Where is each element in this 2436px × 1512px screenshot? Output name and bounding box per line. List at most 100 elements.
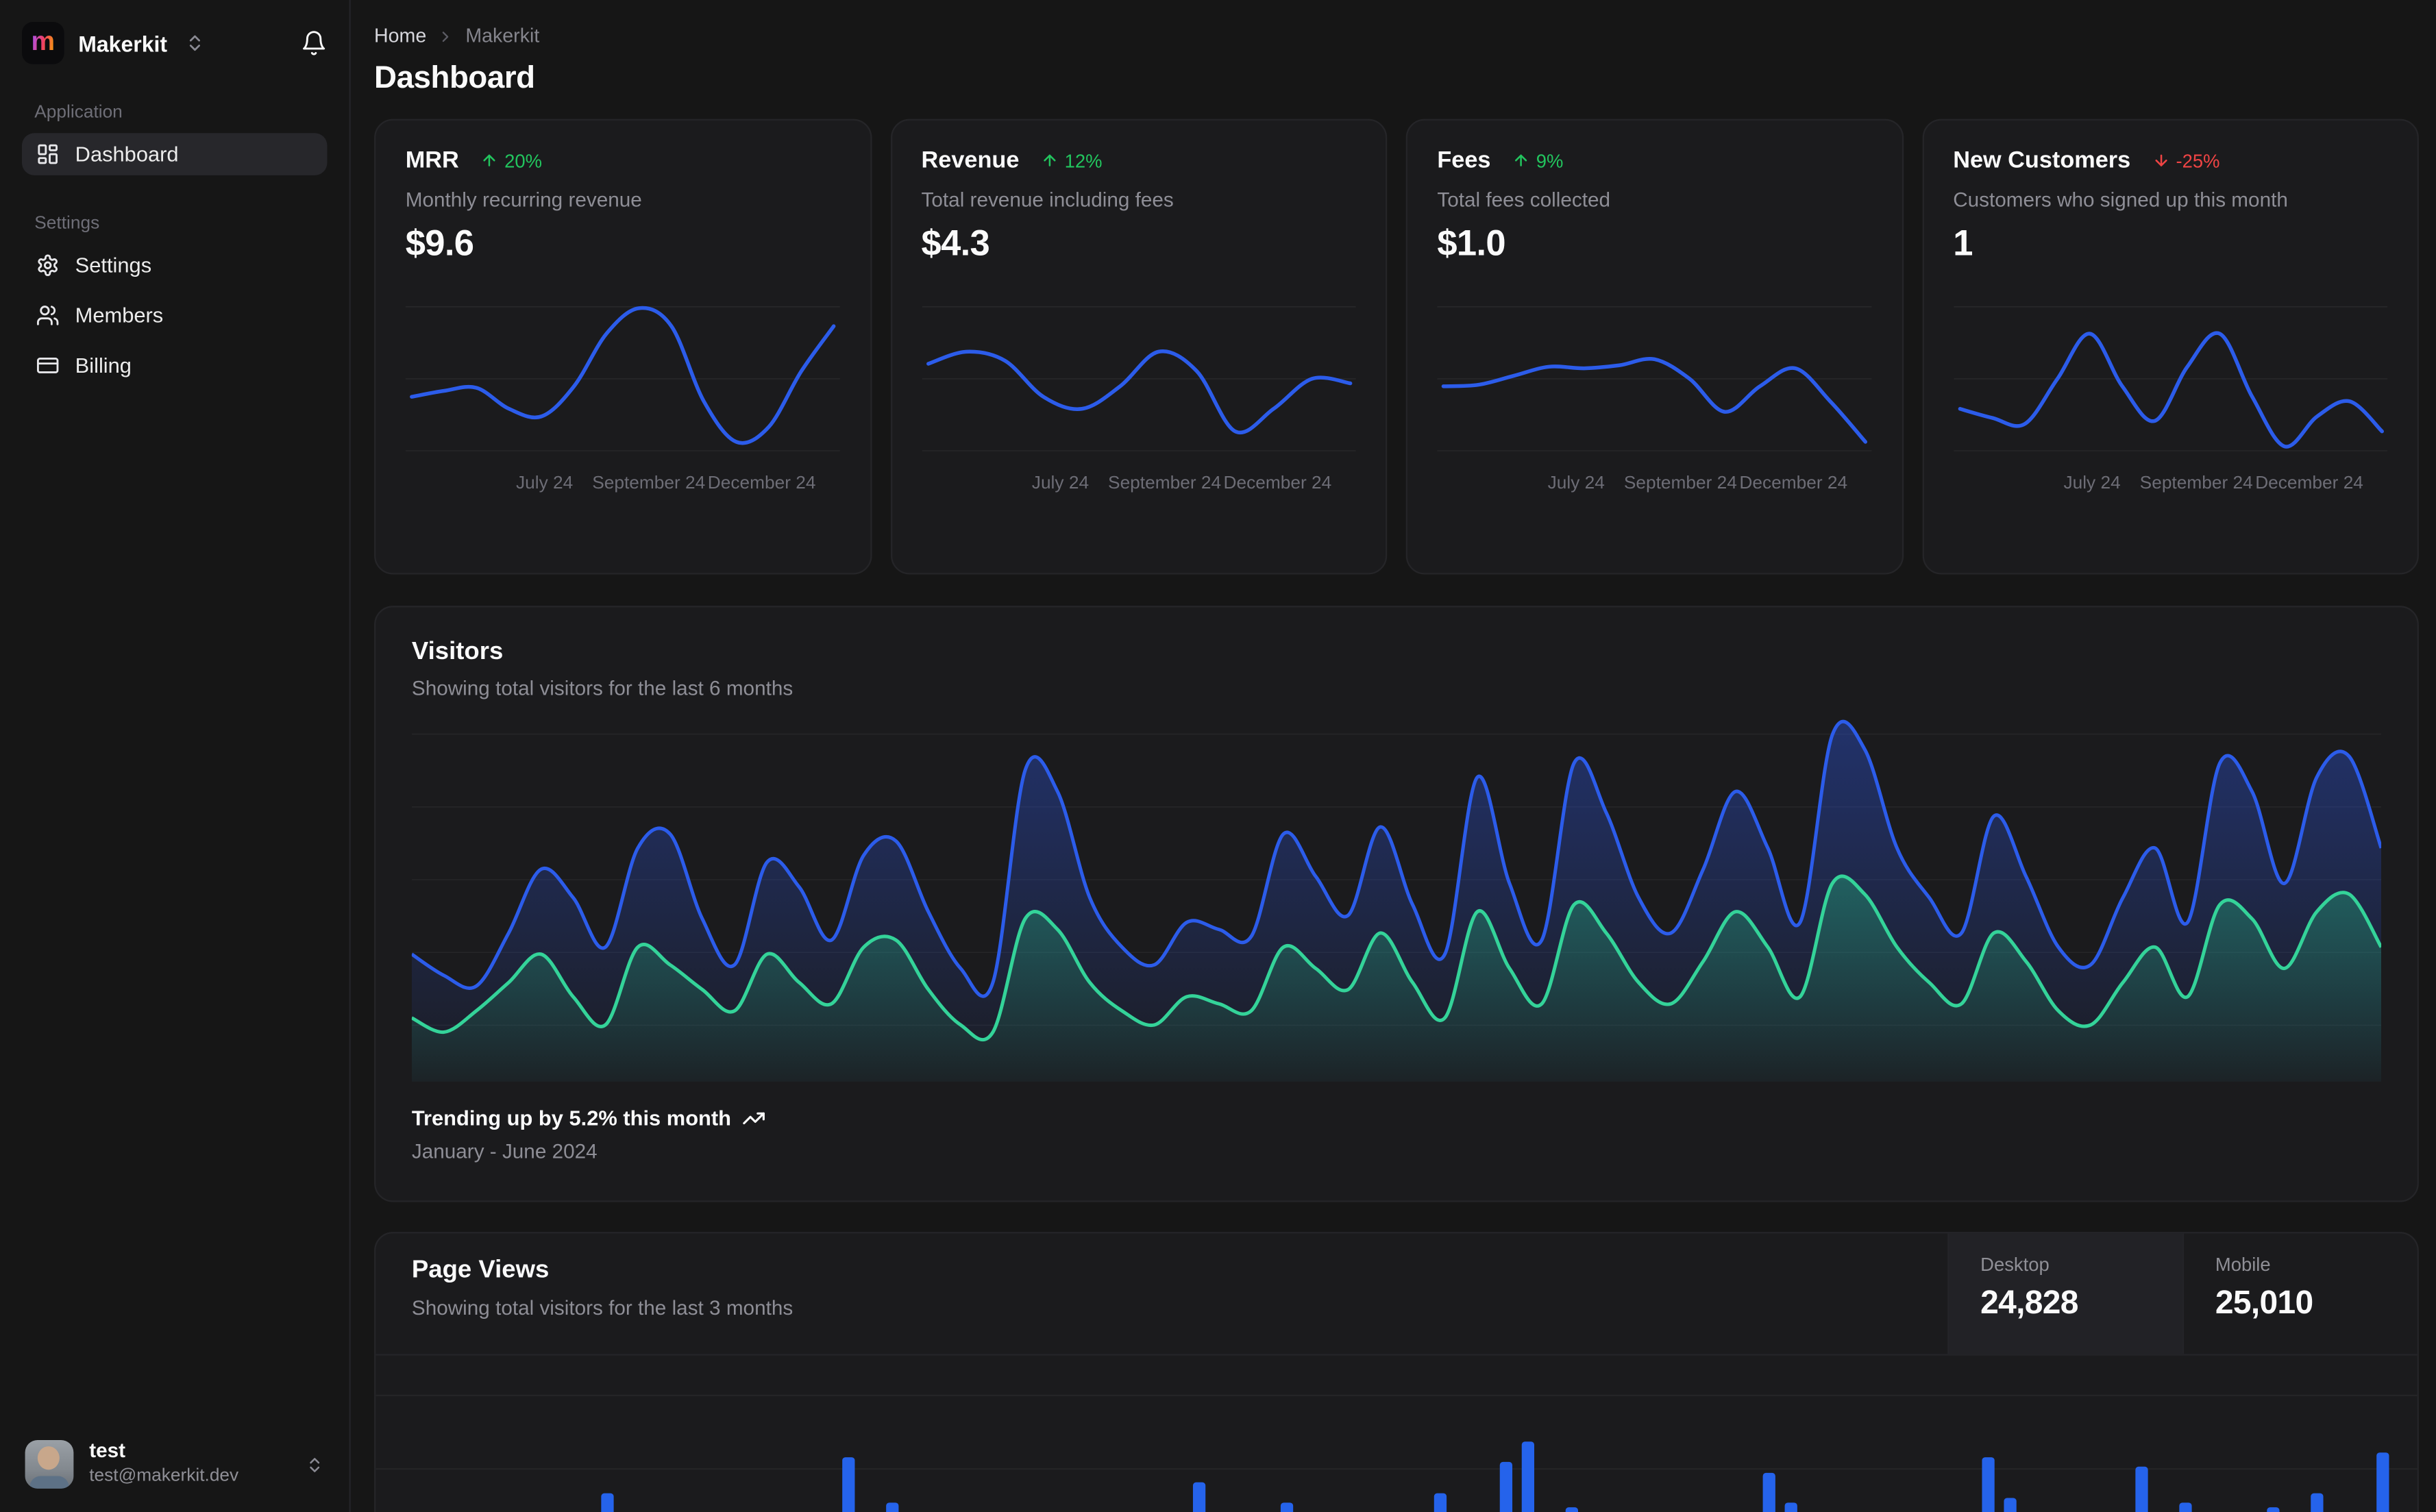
page-title: Dashboard	[374, 61, 535, 96]
chevron-right-icon	[437, 27, 454, 45]
workspace-switcher[interactable]: m Makerkit	[21, 21, 328, 64]
stat-title: MRR	[405, 147, 459, 174]
bar	[1982, 1457, 1995, 1512]
stat-title: New Customers	[1953, 147, 2131, 174]
stat-card-new-customers: New Customers -25% Customers who signed …	[1921, 119, 2419, 575]
trending-up-icon	[743, 1112, 765, 1125]
stat-value: $9.6	[405, 222, 474, 263]
sidebar-item-label: Dashboard	[75, 142, 179, 166]
notifications-bell-icon[interactable]	[301, 29, 328, 56]
sidebar-item-label: Members	[75, 303, 164, 327]
breadcrumb-home[interactable]: Home	[374, 25, 427, 47]
dashboard-icon	[36, 142, 60, 166]
stat-value: 1	[1953, 222, 1973, 263]
visitors-period: January - June 2024	[411, 1139, 598, 1163]
stat-subtitle: Customers who signed up this month	[1953, 188, 2288, 212]
stat-card-fees: Fees 9% Total fees collected $1.0 July 2…	[1405, 119, 1904, 575]
section-label-application: Application	[34, 103, 123, 123]
arrow-up-icon	[1515, 154, 1527, 166]
sparkline-chart	[1437, 288, 1872, 463]
breadcrumb-current: Makerkit	[465, 25, 540, 47]
users-icon	[36, 303, 60, 327]
visitors-footer: Trending up by 5.2% this month	[412, 1106, 2381, 1130]
bar	[1192, 1482, 1206, 1512]
stat-value: $1.0	[1437, 222, 1505, 263]
bar	[1280, 1502, 1294, 1512]
x-axis-labels: July 24 September 24 December 24	[1547, 474, 1848, 493]
visitors-subtitle: Showing total visitors for the last 6 mo…	[411, 676, 793, 700]
page-views-card: Page Views Showing total visitors for th…	[374, 1232, 2419, 1512]
main-content: Home Makerkit Dashboard MRR 20% Monthly …	[352, 0, 2436, 1512]
visitors-area-chart	[411, 712, 2382, 1085]
section-label-settings: Settings	[34, 214, 100, 234]
trend-badge: -25%	[2152, 149, 2219, 171]
toggle-value: 25,010	[2215, 1285, 2313, 1322]
sidebar-item-label: Billing	[75, 354, 132, 377]
bar	[2004, 1497, 2017, 1512]
user-menu[interactable]: test test@makerkit.dev	[16, 1433, 334, 1497]
trend-badge: 9%	[1513, 149, 1563, 171]
bar	[1521, 1441, 1535, 1512]
sidebar-item-billing[interactable]: Billing	[22, 345, 328, 387]
arrow-down-icon	[2155, 154, 2167, 166]
stat-title: Revenue	[921, 147, 1020, 174]
toggle-mobile[interactable]: Mobile 25,010	[2182, 1233, 2417, 1354]
sidebar-item-label: Settings	[75, 253, 152, 277]
stats-row: MRR 20% Monthly recurring revenue $9.6 J…	[374, 119, 2419, 575]
sidebar-item-settings[interactable]: Settings	[22, 244, 328, 286]
breadcrumb: Home Makerkit	[374, 25, 2419, 47]
stat-subtitle: Total fees collected	[1437, 188, 1611, 212]
bar	[1434, 1492, 1447, 1512]
user-name: test	[89, 1439, 126, 1463]
visitors-card: Visitors Showing total visitors for the …	[374, 606, 2419, 1202]
arrow-up-icon	[1044, 154, 1056, 166]
x-axis-labels: July 24 September 24 December 24	[2063, 474, 2363, 493]
chevrons-up-down-icon	[184, 33, 205, 53]
page-views-subtitle: Showing total visitors for the last 3 mo…	[411, 1296, 793, 1320]
stat-subtitle: Total revenue including fees	[921, 188, 1174, 212]
avatar	[25, 1439, 74, 1489]
stat-subtitle: Monthly recurring revenue	[405, 188, 642, 212]
toggle-value: 24,828	[1980, 1285, 2078, 1322]
toggle-label: Desktop	[1980, 1254, 2050, 1276]
stat-title: Fees	[1437, 147, 1491, 174]
x-axis-labels: July 24 September 24 December 24	[515, 474, 816, 493]
workspace-name: Makerkit	[78, 30, 168, 56]
user-email: test@makerkit.dev	[89, 1467, 239, 1487]
bar	[1565, 1507, 1578, 1512]
credit-card-icon	[36, 354, 60, 377]
sidebar-item-members[interactable]: Members	[22, 295, 328, 337]
gear-icon	[36, 253, 60, 277]
page-views-header: Page Views Showing total visitors for th…	[376, 1233, 2417, 1356]
bar	[886, 1502, 899, 1512]
bar	[2267, 1507, 2280, 1512]
stat-value: $4.3	[921, 222, 990, 263]
visitors-title: Visitors	[411, 639, 504, 666]
chevrons-up-down-icon	[306, 1455, 324, 1474]
bar	[2311, 1492, 2324, 1512]
stat-card-revenue: Revenue 12% Total revenue including fees…	[889, 119, 1388, 575]
stat-card-mrr: MRR 20% Monthly recurring revenue $9.6 J…	[374, 119, 872, 575]
toggle-label: Mobile	[2215, 1254, 2271, 1276]
x-axis-labels: July 24 September 24 December 24	[1031, 474, 1332, 493]
toggle-desktop[interactable]: Desktop 24,828	[1947, 1233, 2182, 1354]
bar	[2179, 1502, 2192, 1512]
sidebar: m Makerkit Application Dashboard Setting…	[0, 0, 351, 1512]
bar	[601, 1492, 614, 1512]
sparkline-chart	[921, 288, 1356, 463]
trend-badge: 12%	[1041, 149, 1103, 171]
bar	[2376, 1452, 2389, 1512]
bar	[1499, 1461, 1513, 1512]
trend-badge: 20%	[481, 149, 542, 171]
bar	[2135, 1467, 2148, 1512]
page-views-bar-chart	[376, 1356, 2417, 1512]
makerkit-logo: m	[21, 21, 64, 64]
sidebar-item-dashboard[interactable]: Dashboard	[21, 133, 328, 175]
sparkline-chart	[405, 288, 840, 463]
bar	[1784, 1502, 1797, 1512]
bar	[1762, 1472, 1775, 1512]
bar	[842, 1457, 855, 1512]
sparkline-chart	[1953, 288, 2388, 463]
page-views-title: Page Views	[411, 1256, 550, 1284]
